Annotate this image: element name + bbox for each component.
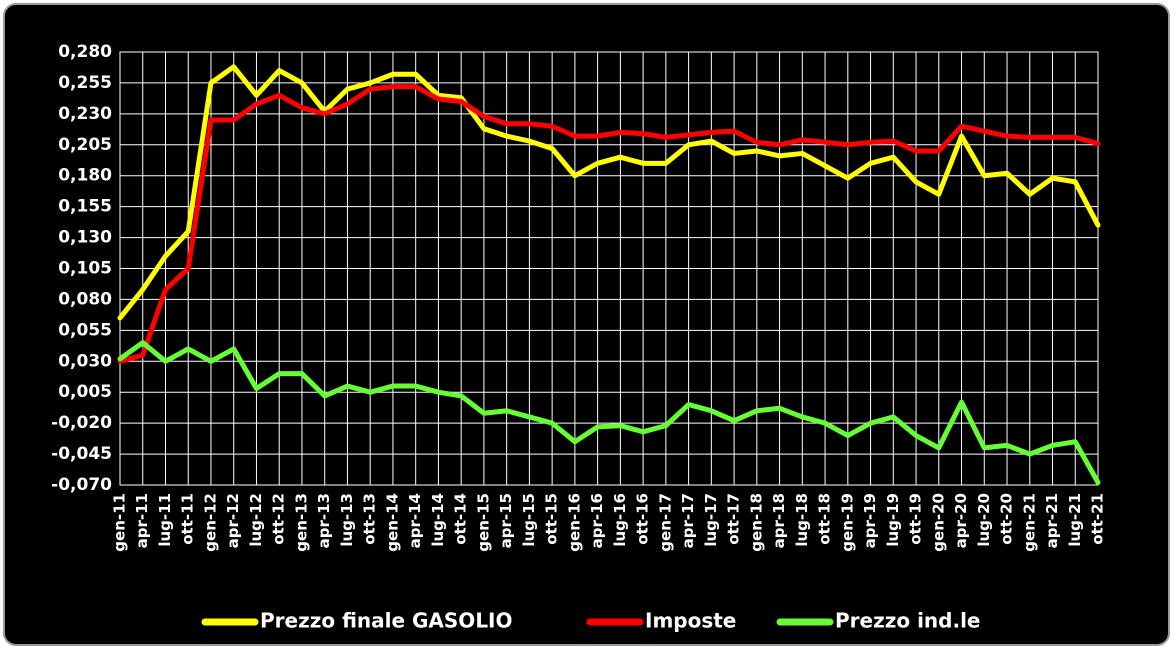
x-tick-label: apr-17 <box>679 493 697 548</box>
x-tick-label: lug-13 <box>338 493 356 547</box>
x-tick-label: lug-12 <box>247 493 265 547</box>
x-tick-label: lug-14 <box>429 493 447 547</box>
y-tick-label: 0,030 <box>58 351 112 371</box>
chart-background <box>3 3 1170 646</box>
x-tick-label: apr-19 <box>861 493 879 548</box>
y-tick-label: -0,045 <box>51 444 112 464</box>
x-tick-label: gen-15 <box>474 493 492 552</box>
x-tick-label: lug-19 <box>884 493 902 547</box>
x-tick-label: lug-16 <box>611 493 629 547</box>
x-tick-label: lug-17 <box>702 493 720 547</box>
x-tick-label: ott-16 <box>634 493 652 545</box>
x-tick-label: gen-13 <box>292 493 310 552</box>
x-tick-label: gen-19 <box>838 493 856 552</box>
legend-label: Imposte <box>645 609 736 633</box>
x-tick-label: apr-13 <box>315 493 333 548</box>
x-tick-label: gen-18 <box>747 493 765 552</box>
x-tick-label: ott-11 <box>179 493 197 545</box>
series-line <box>117 84 1101 364</box>
x-tick-label: ott-18 <box>816 493 834 545</box>
y-tick-label: 0,105 <box>58 259 112 279</box>
x-tick-label: lug-18 <box>793 493 811 547</box>
x-tick-label: gen-20 <box>929 493 947 552</box>
x-tick-label: ott-21 <box>1089 493 1107 545</box>
x-tick-label: gen-12 <box>201 493 219 552</box>
x-tick-label: lug-15 <box>520 493 538 547</box>
x-tick-label: lug-20 <box>975 493 993 547</box>
x-tick-label: gen-14 <box>383 493 401 552</box>
y-tick-label: -0,020 <box>51 413 112 433</box>
x-tick-label: ott-17 <box>725 493 743 545</box>
x-tick-label: apr-15 <box>497 493 515 548</box>
x-tick-label: gen-16 <box>565 493 583 552</box>
y-tick-label: 0,055 <box>58 320 112 340</box>
x-tick-label: gen-21 <box>1020 493 1038 552</box>
x-tick-label: apr-21 <box>1043 493 1061 548</box>
series-line <box>117 64 1101 321</box>
x-tick-label: apr-14 <box>406 493 424 548</box>
y-tick-label: 0,180 <box>58 166 112 186</box>
series-line <box>117 340 1101 486</box>
x-tick-label: ott-12 <box>270 493 288 545</box>
legend-label: Prezzo ind.le <box>835 609 981 633</box>
y-tick-label: 0,005 <box>58 382 112 402</box>
y-tick-label: -0,070 <box>51 475 112 495</box>
x-tick-label: ott-19 <box>907 493 925 545</box>
x-tick-label: apr-18 <box>770 493 788 548</box>
x-tick-label: apr-12 <box>224 493 242 548</box>
x-tick-label: gen-11 <box>111 493 129 552</box>
x-tick-label: ott-20 <box>998 493 1016 545</box>
y-tick-label: 0,155 <box>58 197 112 217</box>
y-tick-label: 0,230 <box>58 104 112 124</box>
x-tick-label: lug-21 <box>1066 493 1084 547</box>
x-tick-label: apr-16 <box>588 493 606 548</box>
y-tick-label: 0,205 <box>58 135 112 155</box>
y-tick-label: 0,130 <box>58 228 112 248</box>
x-tick-label: gen-17 <box>656 493 674 552</box>
x-tick-label: lug-11 <box>156 493 174 547</box>
x-tick-label: apr-11 <box>133 493 151 548</box>
x-tick-label: apr-20 <box>952 493 970 548</box>
legend-label: Prezzo finale GASOLIO <box>260 609 513 633</box>
y-tick-label: 0,080 <box>58 289 112 309</box>
x-tick-label: ott-15 <box>543 493 561 545</box>
x-tick-label: ott-13 <box>361 493 379 545</box>
plot-border <box>119 51 1099 486</box>
y-tick-label: 0,280 <box>58 42 112 62</box>
x-tick-label: ott-14 <box>452 493 470 545</box>
y-tick-label: 0,255 <box>58 73 112 93</box>
